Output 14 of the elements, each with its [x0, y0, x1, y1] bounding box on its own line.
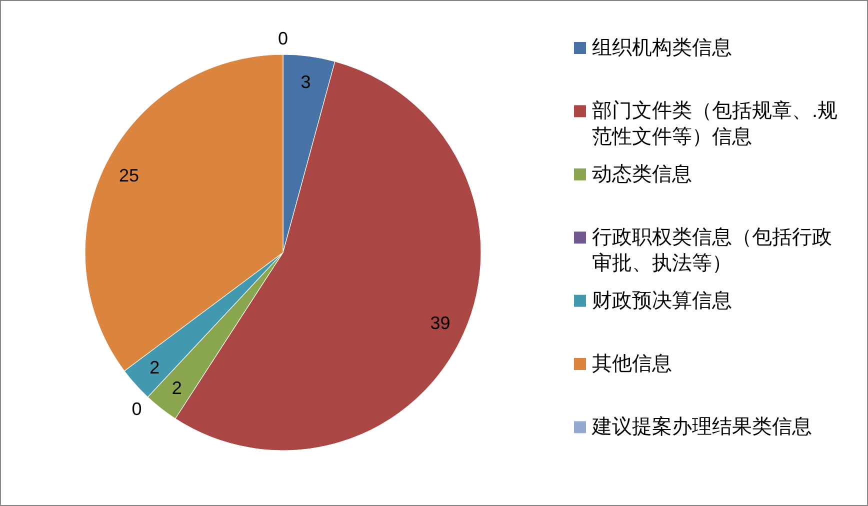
data-label: 2 — [172, 378, 182, 398]
legend-label: 动态类信息 — [592, 163, 692, 186]
data-label: 2 — [150, 357, 160, 378]
legend-label: 行政职权类信息（包括行政审批、执法等） — [592, 226, 832, 275]
legend-label: 财政预决算信息 — [592, 290, 732, 312]
data-label: 25 — [118, 165, 140, 186]
data-label: 39 — [430, 312, 450, 333]
data-label: 0 — [132, 398, 142, 419]
legend-label: 其他信息 — [592, 353, 672, 375]
legend-label: 建议提案办理结果类信息 — [591, 415, 812, 438]
legend-label: 组织机构类信息 — [592, 37, 732, 59]
data-label: 0 — [278, 28, 288, 48]
legend-label: 部门文件类（包括规章、.规范性文件等）信息 — [592, 100, 838, 148]
data-label: 3 — [300, 72, 311, 92]
